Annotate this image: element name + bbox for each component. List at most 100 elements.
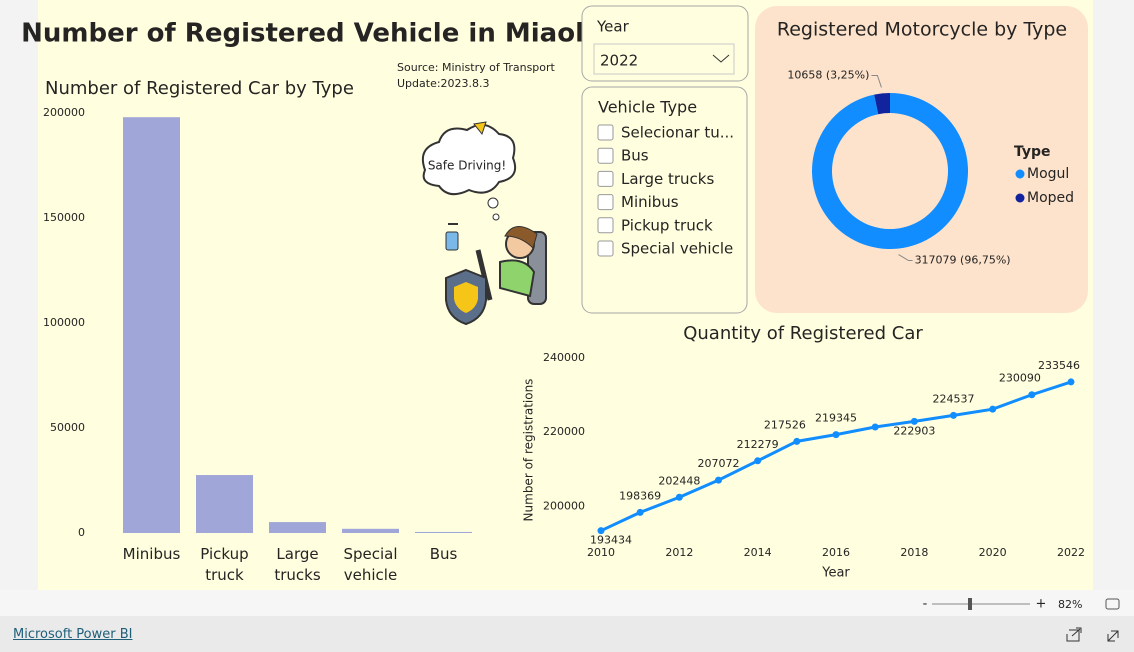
x-tick-label: Special vehicle [343, 545, 398, 584]
y-tick-label: 150000 [43, 211, 85, 224]
checkbox[interactable] [597, 147, 614, 164]
x-tick-label: Large trucks [274, 545, 321, 584]
vehicle-slicer [581, 86, 748, 314]
legend-label: Moped [1027, 190, 1074, 206]
data-label: 217526 [764, 418, 806, 431]
line-point [1067, 378, 1075, 386]
data-label: 230090 [999, 372, 1041, 385]
bar [123, 117, 180, 533]
line-point [754, 457, 762, 465]
bubble-text: Safe Driving! [428, 159, 506, 173]
source-note: Source: Ministry of Transport [397, 61, 556, 74]
line-point [715, 476, 722, 484]
bar [196, 475, 253, 533]
chart-title: Registered Motorcycle by Type [777, 19, 1067, 41]
year-value: 2022 [600, 52, 638, 70]
data-label: 202448 [658, 474, 700, 487]
legend-marker [1015, 193, 1025, 203]
y-tick-label: 50000 [50, 421, 85, 434]
x-tick-label: Minibus [122, 545, 181, 563]
fit-page[interactable] [1105, 598, 1120, 610]
data-label: 317079 (96,75%) [915, 254, 1011, 267]
y-tick-label: 200000 [43, 106, 85, 119]
x-tick-label: 2020 [979, 546, 1007, 559]
line-point [950, 411, 957, 419]
illustration [421, 121, 547, 326]
line-point [871, 423, 879, 431]
x-tick-label: 2018 [900, 546, 928, 559]
checkbox[interactable] [597, 170, 614, 187]
data-label: 233546 [1038, 359, 1080, 372]
line-point [636, 508, 644, 516]
checkbox[interactable] [597, 194, 614, 211]
checkbox[interactable] [597, 240, 614, 257]
slicer-option[interactable]: Pickup truck [621, 216, 713, 234]
line-point [989, 405, 997, 413]
checkbox[interactable] [597, 217, 614, 234]
x-tick-label: Pickup truck [200, 545, 249, 584]
vehicle-slicer-label: Vehicle Type [598, 98, 697, 117]
data-label: 224537 [933, 392, 975, 405]
y-axis-label: Number of registrations [522, 379, 536, 522]
footer-bar [0, 616, 1134, 652]
zoom-bar [0, 590, 1134, 616]
slicer-option[interactable]: Selecionar tu... [621, 124, 734, 142]
slicer-option[interactable]: Special vehicle [621, 240, 733, 258]
y-tick-label: 0 [78, 526, 85, 539]
line-point [832, 431, 840, 439]
zoom-thumb[interactable] [968, 598, 972, 610]
year-slicer-label: Year [596, 18, 630, 36]
bar [342, 528, 399, 533]
x-axis-label: Year [821, 566, 850, 581]
x-tick-label: 2014 [744, 546, 772, 559]
leader-line [898, 254, 913, 262]
x-tick-label: Bus [429, 545, 458, 563]
fullscreen-icon[interactable] [1107, 630, 1119, 642]
slicer-option[interactable]: Bus [621, 147, 649, 165]
checkbox[interactable] [597, 124, 614, 141]
data-label: 222903 [893, 424, 935, 437]
data-label: 10658 (3,25%) [787, 68, 869, 81]
data-label: 219345 [815, 412, 857, 425]
line-point [793, 437, 801, 445]
slicer-option[interactable]: Minibus [621, 193, 679, 211]
update-note: Update:2023.8.3 [397, 77, 490, 90]
legend-title: Type [1014, 144, 1051, 160]
y-tick-label: 240000 [543, 351, 585, 364]
zoom-in[interactable]: + [1036, 597, 1047, 612]
chart-title: Number of Registered Car by Type [45, 78, 354, 99]
slicer-option[interactable]: Large trucks [621, 170, 714, 188]
x-tick-label: 2010 [587, 546, 615, 559]
bar [269, 522, 326, 533]
dropdown-arrow [712, 54, 730, 63]
leader-line [871, 74, 882, 88]
y-tick-label: 220000 [543, 425, 585, 438]
data-label: 193434 [590, 534, 632, 547]
data-label: 207072 [698, 457, 740, 470]
line-point [1028, 391, 1036, 399]
bar [415, 531, 472, 533]
share-icon[interactable] [1066, 627, 1082, 642]
line-point [675, 493, 683, 501]
x-tick-label: 2016 [822, 546, 850, 559]
power-bi-link[interactable]: Microsoft Power BI [13, 627, 133, 642]
donut-panel [755, 6, 1088, 313]
line-point [597, 527, 605, 535]
legend-marker [1015, 169, 1025, 179]
legend-label: Mogul [1027, 166, 1069, 182]
data-label: 212279 [737, 438, 779, 451]
data-label: 198369 [619, 489, 661, 502]
chart-title: Quantity of Registered Car [683, 323, 923, 344]
x-tick-label: 2022 [1057, 546, 1085, 559]
donut-slice [874, 93, 890, 115]
y-tick-label: 100000 [43, 316, 85, 329]
x-tick-label: 2012 [665, 546, 693, 559]
report-title: Number of Registered Vehicle in Miaoli [21, 19, 593, 49]
zoom-level: 82% [1058, 598, 1082, 611]
y-tick-label: 200000 [543, 499, 585, 512]
year-dropdown[interactable] [593, 43, 735, 75]
line-point [910, 417, 918, 425]
zoom-out[interactable]: - [923, 597, 928, 612]
